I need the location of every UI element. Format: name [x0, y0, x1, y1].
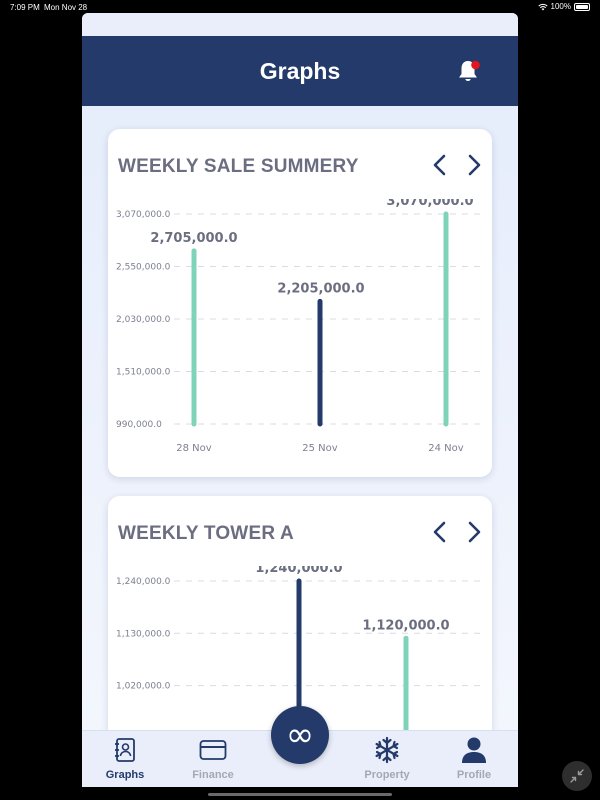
- infinity-fab-button[interactable]: ∞: [271, 706, 329, 764]
- tab-label: Finance: [192, 769, 234, 781]
- sale-chart-svg: 3,070,000.0 2,550,000.0 2,030,000.0 1,510,0…: [116, 199, 484, 454]
- content-area[interactable]: WEEKLY SALE SUMMERY 3,070,000.0 2,550,000…: [82, 106, 518, 730]
- bar-value-label: 3,070,000.0: [386, 199, 473, 209]
- chevron-right-icon[interactable]: [464, 153, 484, 177]
- notification-bell-icon[interactable]: [455, 58, 481, 84]
- tab-property[interactable]: Property: [357, 731, 417, 787]
- notification-dot: [471, 60, 480, 70]
- person-icon: [459, 737, 489, 763]
- tab-profile[interactable]: Profile: [444, 731, 504, 787]
- chevron-left-icon[interactable]: [430, 153, 450, 177]
- wifi-icon: [537, 3, 548, 10]
- weekly-tower-card: WEEKLY TOWER A 1,240,000.0 1,130,000.0 1,0…: [108, 496, 492, 730]
- tab-label: Property: [364, 769, 410, 781]
- tab-finance[interactable]: Finance: [184, 731, 242, 787]
- y-tick-label: 2,030,000.0: [116, 315, 171, 325]
- status-date: Mon Nov 28: [44, 3, 88, 12]
- chevron-left-icon[interactable]: [430, 520, 450, 544]
- card-title: WEEKLY SALE SUMMERY: [118, 156, 359, 177]
- header: Graphs: [82, 36, 518, 106]
- page-title: Graphs: [259, 58, 341, 84]
- status-right: 100%: [537, 2, 590, 11]
- tower-chart-svg: 1,240,000.0 1,130,000.0 1,020,000.0 1,240,0…: [116, 566, 484, 730]
- contacts-book-icon: [110, 737, 140, 763]
- tower-chart: 1,240,000.0 1,130,000.0 1,020,000.0 1,240,0…: [108, 566, 492, 730]
- x-tick-label: 24 Nov: [428, 443, 464, 454]
- card-title: WEEKLY TOWER A: [118, 523, 294, 544]
- y-tick-label: 990,000.0: [116, 420, 162, 430]
- y-tick-label: 3,070,000.0: [116, 210, 171, 220]
- sale-chart: 3,070,000.0 2,550,000.0 2,030,000.0 1,510,0…: [108, 199, 492, 469]
- battery-icon: [574, 2, 590, 11]
- collapse-arrows-icon: [570, 769, 584, 783]
- top-strip: [82, 13, 518, 36]
- snowflake-icon: [372, 736, 402, 764]
- x-tick-label: 25 Nov: [302, 443, 338, 454]
- status-bar: 7:09 PM Mon Nov 28 100%: [0, 0, 600, 14]
- home-indicator: [208, 793, 392, 796]
- card-nav: [430, 520, 484, 544]
- y-tick-label: 1,130,000.0: [116, 629, 171, 639]
- card-nav: [430, 153, 484, 177]
- app-window: Graphs WEEKLY SALE SUMMERY 3,070,000.0 2,…: [82, 13, 518, 787]
- y-tick-label: 1,510,000.0: [116, 368, 171, 378]
- bar-value-label: 1,120,000.0: [362, 618, 449, 633]
- weekly-sale-card: WEEKLY SALE SUMMERY 3,070,000.0 2,550,000…: [108, 129, 492, 477]
- chevron-right-icon[interactable]: [464, 520, 484, 544]
- bar-value-label: 2,705,000.0: [150, 231, 237, 246]
- tab-graphs[interactable]: Graphs: [96, 731, 154, 787]
- y-tick-label: 1,020,000.0: [116, 682, 171, 692]
- card-icon: [198, 737, 228, 763]
- infinity-icon: ∞: [285, 715, 315, 755]
- tab-label: Graphs: [105, 769, 145, 781]
- y-tick-label: 1,240,000.0: [116, 577, 171, 587]
- minimize-button[interactable]: [562, 761, 592, 791]
- status-time: 7:09 PM: [10, 3, 40, 12]
- bar-value-label: 1,240,000.0: [255, 566, 342, 576]
- y-tick-label: 2,550,000.0: [116, 263, 171, 273]
- tab-label: Profile: [456, 769, 492, 781]
- battery-percent: 100%: [550, 2, 571, 11]
- bar-value-label: 2,205,000.0: [277, 281, 364, 296]
- x-tick-label: 28 Nov: [176, 443, 212, 454]
